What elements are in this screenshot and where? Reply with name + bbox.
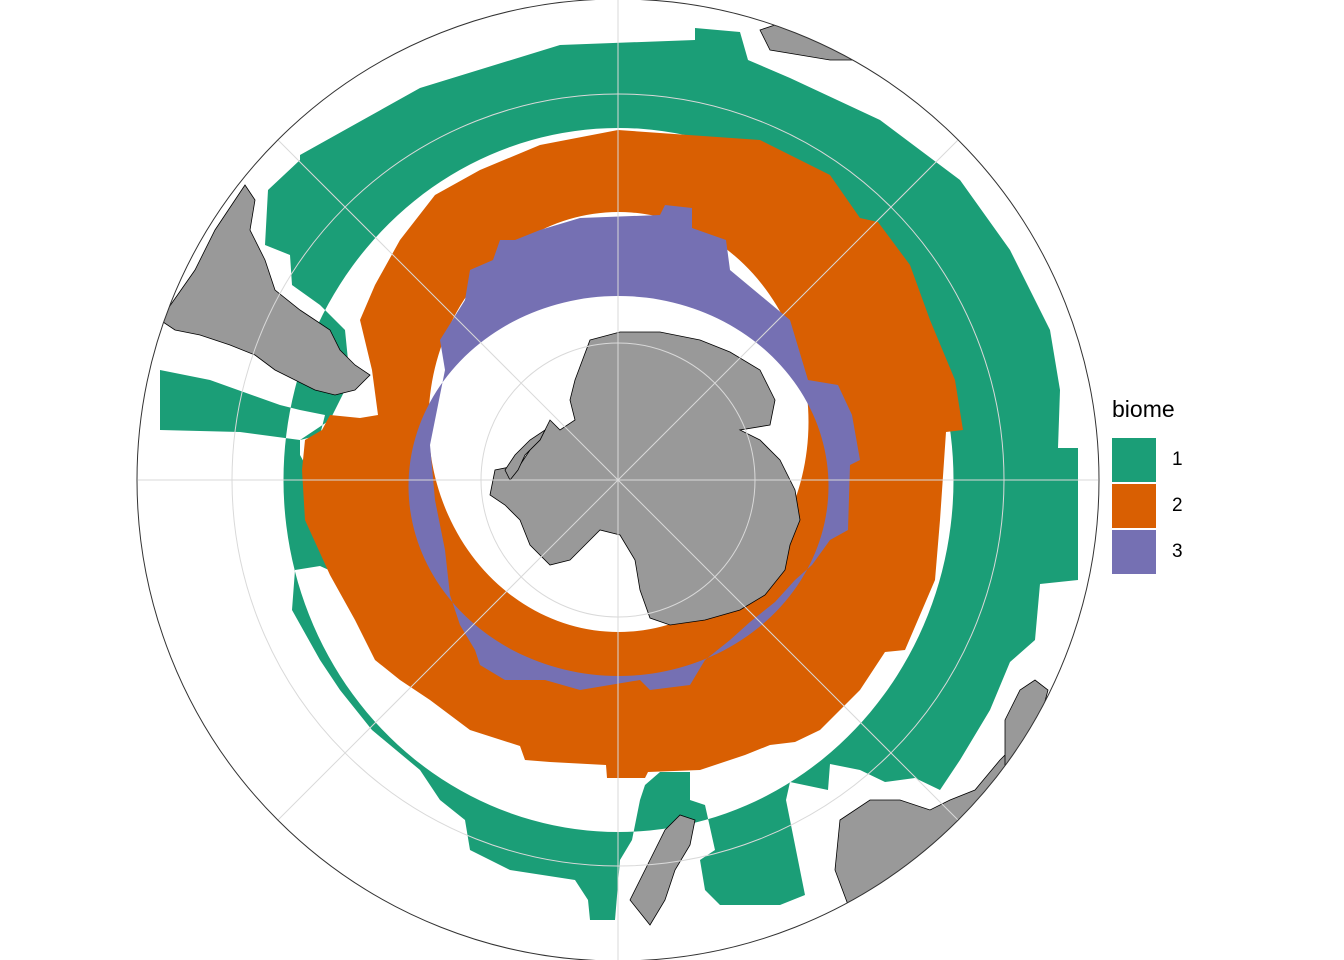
new-zealand-land xyxy=(629,814,696,926)
africa-tip-land xyxy=(759,19,861,61)
polar-map xyxy=(136,0,1100,960)
antarctica-land xyxy=(489,331,801,626)
legend-swatch-1 xyxy=(1112,438,1156,482)
south-america-land xyxy=(159,184,371,396)
antarctic-peninsula xyxy=(504,428,547,481)
legend-swatch-2 xyxy=(1112,484,1156,528)
legend-swatch-3 xyxy=(1112,530,1156,574)
legend-item: 2 xyxy=(1112,483,1183,529)
graticule xyxy=(138,0,1098,960)
biome-3-ring xyxy=(408,205,860,690)
legend-title: biome xyxy=(1112,396,1175,422)
legend-label-2: 2 xyxy=(1172,495,1183,516)
biome-3-region xyxy=(408,205,860,690)
legend-item: 1 xyxy=(1112,437,1183,483)
legend: biome 1 2 3 xyxy=(1112,396,1183,575)
legend-label-1: 1 xyxy=(1172,449,1183,470)
graticule-meridian xyxy=(277,139,959,821)
legend-label-3: 3 xyxy=(1172,541,1183,562)
legend-item: 3 xyxy=(1112,529,1183,575)
map-frame xyxy=(136,0,1100,960)
